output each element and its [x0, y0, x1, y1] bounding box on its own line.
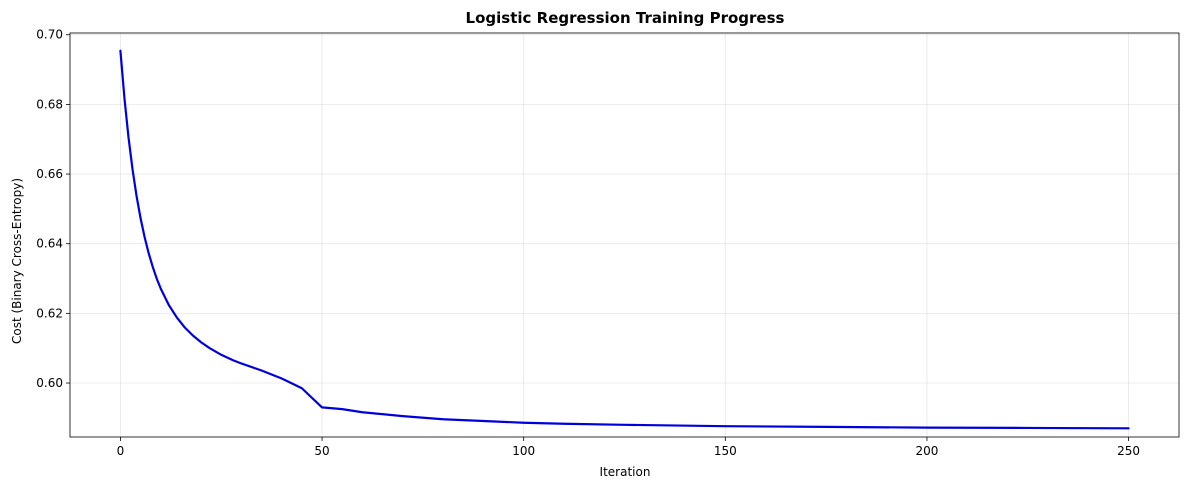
x-tick-label: 200 — [916, 444, 939, 458]
y-tick-label: 0.68 — [36, 97, 63, 111]
y-axis-label: Cost (Binary Cross-Entropy) — [10, 178, 24, 344]
x-tick-label: 150 — [714, 444, 737, 458]
y-tick-label: 0.60 — [36, 376, 63, 390]
x-tick-label: 50 — [314, 444, 329, 458]
x-tick-label: 250 — [1117, 444, 1140, 458]
x-ticks: 0 50 100 150 200 250 — [117, 437, 1140, 458]
y-ticks: 0.60 0.62 0.64 0.66 0.68 0.70 — [36, 28, 70, 390]
y-tick-label: 0.70 — [36, 28, 63, 42]
plot-frame — [69, 32, 1180, 438]
x-tick-label: 100 — [512, 444, 535, 458]
series-layer — [119, 49, 1130, 430]
y-tick-label: 0.66 — [36, 167, 63, 181]
cost-series-line — [119, 49, 1130, 430]
x-axis-label: Iteration — [600, 465, 651, 479]
chart-title: Logistic Regression Training Progress — [466, 9, 785, 27]
grid-lines — [70, 33, 1179, 437]
y-tick-label: 0.64 — [36, 237, 63, 251]
y-tick-label: 0.62 — [36, 306, 63, 320]
x-tick-label: 0 — [117, 444, 125, 458]
